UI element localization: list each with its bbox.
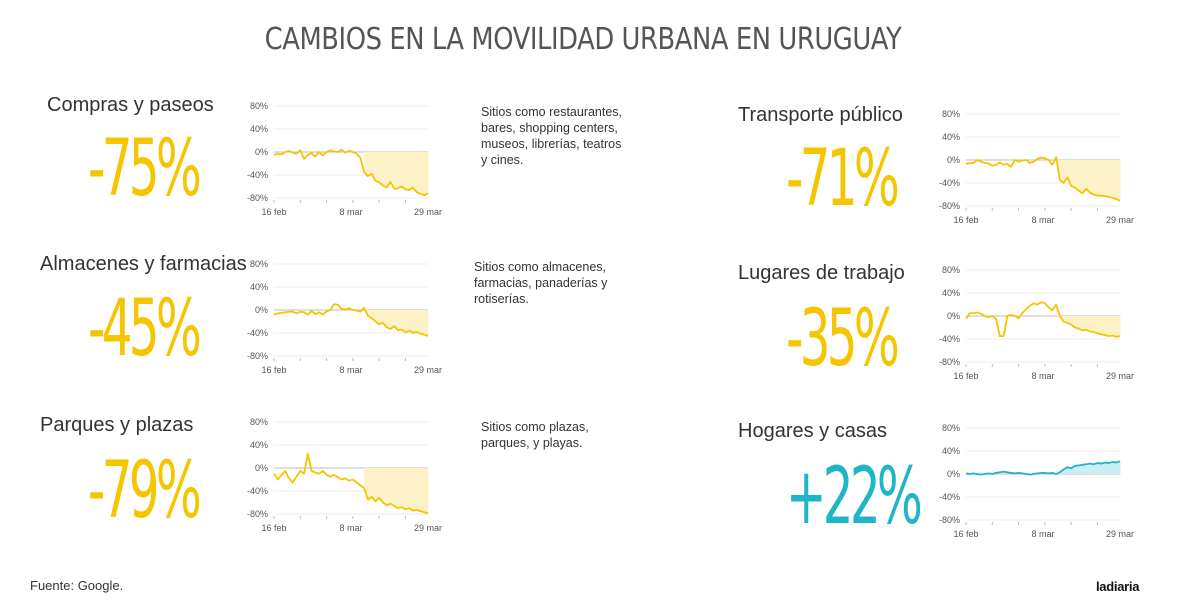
change-area <box>1056 461 1120 474</box>
y-tick-label: 0% <box>947 155 960 165</box>
y-tick-label: 0% <box>947 311 960 321</box>
change-value-compras: -75% <box>88 124 202 214</box>
x-tick-label: 29 mar <box>414 365 442 375</box>
change-area <box>364 152 428 196</box>
y-tick-label: -80% <box>247 509 268 519</box>
y-tick-label: -40% <box>939 492 960 502</box>
series-line <box>273 148 429 197</box>
x-tick-label: 16 feb <box>261 365 286 375</box>
chart-hogares: 80% 40% 0% -40% -80% 16 feb 8 mar 29 mar <box>939 423 1134 539</box>
y-tick-label: 0% <box>947 469 960 479</box>
y-tick-label: 0% <box>255 147 268 157</box>
y-tick-label: -80% <box>247 351 268 361</box>
x-tick-label: 29 mar <box>1106 215 1134 225</box>
change-value-transporte: -71% <box>786 134 900 224</box>
change-area <box>364 468 428 514</box>
change-value-almacenes: -45% <box>88 284 202 374</box>
y-tick-label: -40% <box>247 170 268 180</box>
y-tick-label: 80% <box>942 109 960 119</box>
y-tick-label: 0% <box>255 463 268 473</box>
y-tick-label: -40% <box>939 178 960 188</box>
y-tick-label: 80% <box>942 265 960 275</box>
y-tick-label: 0% <box>255 305 268 315</box>
x-tick-label: 8 mar <box>1031 371 1054 381</box>
y-tick-label: -80% <box>247 193 268 203</box>
category-label-compras: Compras y paseos <box>47 94 214 116</box>
y-tick-label: 80% <box>942 423 960 433</box>
y-tick-label: -80% <box>939 515 960 525</box>
source-note: Fuente: Google. <box>30 578 124 593</box>
y-tick-label: -40% <box>939 334 960 344</box>
y-tick-label: 80% <box>250 259 268 269</box>
x-tick-label: 16 feb <box>261 207 286 217</box>
category-label-almacenes: Almacenes y farmacias <box>40 253 247 275</box>
x-tick-label: 29 mar <box>1106 371 1134 381</box>
y-tick-label: 80% <box>250 101 268 111</box>
y-tick-label: 40% <box>250 440 268 450</box>
category-label-parques: Parques y plazas <box>40 414 194 436</box>
y-tick-label: 40% <box>250 124 268 134</box>
y-tick-label: 40% <box>942 288 960 298</box>
x-tick-label: 8 mar <box>1031 215 1054 225</box>
x-tick-label: 8 mar <box>339 365 362 375</box>
series-line <box>273 452 429 515</box>
y-tick-label: 40% <box>250 282 268 292</box>
change-area <box>1056 304 1120 337</box>
series-line <box>273 303 429 337</box>
change-value-parques: -79% <box>88 446 202 536</box>
description-almacenes: Sitios como almacenes, farmacias, panade… <box>474 260 608 306</box>
description-compras: Sitios como restaurantes, bares, shoppin… <box>481 105 623 167</box>
chart-transporte: 80% 40% 0% -40% -80% 16 feb 8 mar 29 mar <box>939 109 1134 225</box>
x-tick-label: 8 mar <box>1031 529 1054 539</box>
series-line <box>965 301 1121 338</box>
y-tick-label: 40% <box>942 446 960 456</box>
y-tick-label: -40% <box>247 486 268 496</box>
brand-logo: ladiaria <box>1096 579 1140 594</box>
x-tick-label: 8 mar <box>339 207 362 217</box>
category-label-transporte: Transporte público <box>738 104 903 126</box>
change-area <box>364 307 428 336</box>
y-tick-label: -80% <box>939 201 960 211</box>
x-tick-label: 16 feb <box>261 523 286 533</box>
change-area <box>1056 157 1120 201</box>
x-tick-label: 29 mar <box>1106 529 1134 539</box>
y-tick-label: -80% <box>939 357 960 367</box>
series-line <box>966 156 1121 202</box>
x-tick-label: 16 feb <box>953 529 978 539</box>
y-tick-label: 40% <box>942 132 960 142</box>
y-tick-label: 80% <box>250 417 268 427</box>
x-tick-label: 16 feb <box>953 371 978 381</box>
chart-trabajo: 80% 40% 0% -40% -80% 16 feb 8 mar 29 mar <box>939 265 1134 381</box>
change-value-trabajo: -35% <box>786 294 900 384</box>
page-title: CAMBIOS EN LA MOVILIDAD URBANA EN URUGUA… <box>264 22 902 57</box>
series-line <box>965 460 1121 476</box>
x-tick-label: 8 mar <box>339 523 362 533</box>
chart-almacenes: 80% 40% 0% -40% -80% 16 feb 8 mar 29 mar <box>247 259 442 375</box>
category-label-hogares: Hogares y casas <box>738 420 887 442</box>
description-parques: Sitios como plazas, parques, y playas. <box>481 420 589 450</box>
chart-parques: 80% 40% 0% -40% -80% 16 feb 8 mar 29 mar <box>247 417 442 533</box>
x-tick-label: 29 mar <box>414 523 442 533</box>
change-value-hogares: +22% <box>786 452 923 542</box>
category-label-trabajo: Lugares de trabajo <box>738 262 905 284</box>
x-tick-label: 29 mar <box>414 207 442 217</box>
x-tick-label: 16 feb <box>953 215 978 225</box>
y-tick-label: -40% <box>247 328 268 338</box>
chart-compras: 80% 40% 0% -40% -80% 16 feb 8 mar 29 mar <box>247 101 442 217</box>
